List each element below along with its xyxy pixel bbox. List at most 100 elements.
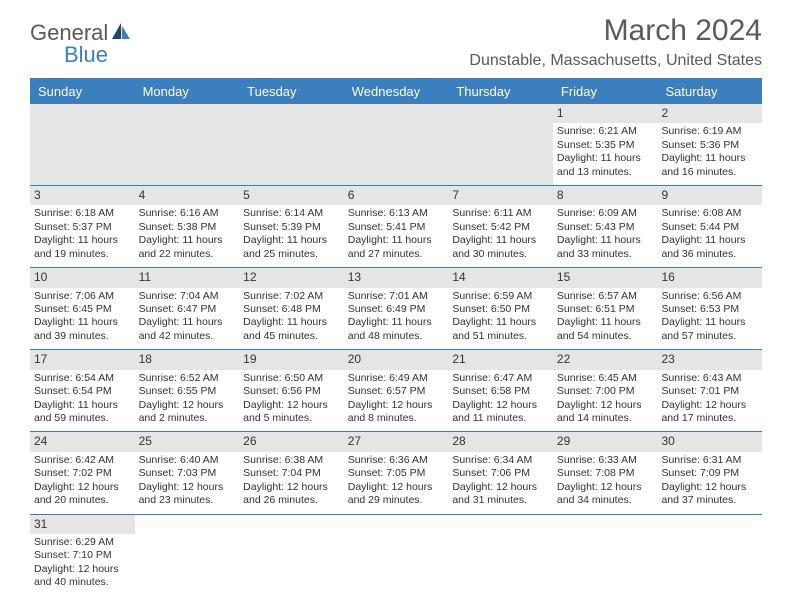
calendar-cell-empty	[135, 515, 240, 596]
day-number: 3	[30, 186, 135, 205]
sunrise-text: Sunrise: 6:45 AM	[557, 372, 654, 385]
calendar-cell: 16Sunrise: 6:56 AMSunset: 6:53 PMDayligh…	[657, 268, 762, 349]
day-number: 20	[344, 350, 449, 369]
day-number: 27	[344, 432, 449, 451]
calendar-cell: 19 Sunrise: 6:50 AMSunset: 6:56 PMDayligh…	[239, 350, 344, 431]
calendar-cell-empty	[239, 104, 344, 185]
daylight-text: Daylight: 11 hours and 25 minutes.	[243, 234, 340, 261]
calendar-row: 3Sunrise: 6:18 AMSunset: 5:37 PMDaylight…	[30, 186, 762, 268]
daylight-text: Daylight: 11 hours and 19 minutes.	[34, 234, 131, 261]
weekday-header: Friday	[553, 79, 658, 104]
day-number: 19	[239, 350, 344, 369]
day-number: 12	[239, 268, 344, 287]
day-number: 2	[657, 104, 762, 123]
day-number: 31	[30, 515, 135, 534]
daylight-text: Daylight: 11 hours and 54 minutes.	[557, 316, 654, 343]
day-number: 16	[657, 268, 762, 287]
month-title: March 2024	[469, 14, 762, 48]
calendar-cell-empty	[657, 515, 762, 596]
daylight-text: Daylight: 12 hours and 40 minutes.	[34, 563, 131, 590]
day-number: 9	[657, 186, 762, 205]
daylight-text: Daylight: 12 hours and 20 minutes.	[34, 481, 131, 508]
day-number: 6	[344, 186, 449, 205]
weekday-header: Thursday	[448, 79, 553, 104]
calendar-cell: 13Sunrise: 7:01 AMSunset: 6:49 PMDayligh…	[344, 268, 449, 349]
daylight-text: Daylight: 11 hours and 22 minutes.	[139, 234, 236, 261]
calendar-cell: 8Sunrise: 6:09 AMSunset: 5:43 PMDaylight…	[553, 186, 658, 267]
sunrise-text: Sunrise: 6:14 AM	[243, 207, 340, 220]
calendar-cell: 27Sunrise: 6:36 AMSunset: 7:05 PMDayligh…	[344, 432, 449, 513]
calendar-cell: 26Sunrise: 6:38 AMSunset: 7:04 PMDayligh…	[239, 432, 344, 513]
daylight-text: Daylight: 12 hours and 37 minutes.	[661, 481, 758, 508]
calendar-cell: 21Sunrise: 6:47 AMSunset: 6:58 PMDayligh…	[448, 350, 553, 431]
sunset-text: Sunset: 5:44 PM	[661, 221, 758, 234]
header-right: March 2024 Dunstable, Massachusetts, Uni…	[469, 14, 762, 70]
calendar-row: 17Sunrise: 6:54 AMSunset: 6:54 PMDayligh…	[30, 350, 762, 432]
calendar-cell: 18Sunrise: 6:52 AMSunset: 6:55 PMDayligh…	[135, 350, 240, 431]
logo-sail-icon	[110, 21, 132, 46]
calendar-cell: 4Sunrise: 6:16 AMSunset: 5:38 PMDaylight…	[135, 186, 240, 267]
day-number: 29	[553, 432, 658, 451]
calendar-cell-empty	[239, 515, 344, 596]
daylight-text: Daylight: 12 hours and 11 minutes.	[452, 399, 549, 426]
day-number: 1	[553, 104, 658, 123]
calendar-cell: 24Sunrise: 6:42 AMSunset: 7:02 PMDayligh…	[30, 432, 135, 513]
sunrise-text: Sunrise: 6:42 AM	[34, 454, 131, 467]
sunset-text: Sunset: 5:41 PM	[348, 221, 445, 234]
day-number: 21	[448, 350, 553, 369]
calendar-cell: 2Sunrise: 6:19 AMSunset: 5:36 PMDaylight…	[657, 104, 762, 185]
daylight-text: Daylight: 11 hours and 51 minutes.	[452, 316, 549, 343]
sunrise-text: Sunrise: 6:34 AM	[452, 454, 549, 467]
location-text: Dunstable, Massachusetts, United States	[469, 52, 762, 70]
day-number: 14	[448, 268, 553, 287]
sunrise-text: Sunrise: 6:56 AM	[661, 290, 758, 303]
daylight-text: Daylight: 12 hours and 14 minutes.	[557, 399, 654, 426]
calendar-row: 24Sunrise: 6:42 AMSunset: 7:02 PMDayligh…	[30, 432, 762, 514]
daylight-text: Daylight: 12 hours and 8 minutes.	[348, 399, 445, 426]
sunrise-text: Sunrise: 6:59 AM	[452, 290, 549, 303]
sunrise-text: Sunrise: 6:29 AM	[34, 536, 131, 549]
daylight-text: Daylight: 12 hours and 17 minutes.	[661, 399, 758, 426]
sunrise-text: Sunrise: 6:36 AM	[348, 454, 445, 467]
daylight-text: Daylight: 12 hours and 29 minutes.	[348, 481, 445, 508]
sunset-text: Sunset: 6:56 PM	[243, 385, 340, 398]
sunset-text: Sunset: 7:08 PM	[557, 467, 654, 480]
calendar-cell-empty	[344, 104, 449, 185]
sunset-text: Sunset: 6:50 PM	[452, 303, 549, 316]
calendar-cell: 11Sunrise: 7:04 AMSunset: 6:47 PMDayligh…	[135, 268, 240, 349]
sunset-text: Sunset: 6:54 PM	[34, 385, 131, 398]
weekday-header: Monday	[135, 79, 240, 104]
day-number: 15	[553, 268, 658, 287]
calendar-cell: 23Sunrise: 6:43 AMSunset: 7:01 PMDayligh…	[657, 350, 762, 431]
sunrise-text: Sunrise: 6:33 AM	[557, 454, 654, 467]
daylight-text: Daylight: 11 hours and 42 minutes.	[139, 316, 236, 343]
calendar-cell: 9Sunrise: 6:08 AMSunset: 5:44 PMDaylight…	[657, 186, 762, 267]
sunrise-text: Sunrise: 6:31 AM	[661, 454, 758, 467]
sunset-text: Sunset: 5:38 PM	[139, 221, 236, 234]
calendar-cell-empty	[553, 515, 658, 596]
sunset-text: Sunset: 5:36 PM	[661, 139, 758, 152]
calendar-cell: 10Sunrise: 7:06 AMSunset: 6:45 PMDayligh…	[30, 268, 135, 349]
calendar-cell: 17Sunrise: 6:54 AMSunset: 6:54 PMDayligh…	[30, 350, 135, 431]
daylight-text: Daylight: 11 hours and 33 minutes.	[557, 234, 654, 261]
sunset-text: Sunset: 6:49 PM	[348, 303, 445, 316]
calendar-cell-empty	[344, 515, 449, 596]
day-number: 10	[30, 268, 135, 287]
sunrise-text: Sunrise: 6:50 AM	[243, 372, 340, 385]
day-number: 7	[448, 186, 553, 205]
sunset-text: Sunset: 5:37 PM	[34, 221, 131, 234]
sunrise-text: Sunrise: 7:01 AM	[348, 290, 445, 303]
calendar-row: 1Sunrise: 6:21 AMSunset: 5:35 PMDaylight…	[30, 104, 762, 186]
sunrise-text: Sunrise: 7:02 AM	[243, 290, 340, 303]
daylight-text: Daylight: 12 hours and 5 minutes.	[243, 399, 340, 426]
calendar-cell: 31 Sunrise: 6:29 AMSunset: 7:10 PMDayligh…	[30, 515, 135, 596]
daylight-text: Daylight: 12 hours and 26 minutes.	[243, 481, 340, 508]
daylight-text: Daylight: 11 hours and 59 minutes.	[34, 399, 131, 426]
sunset-text: Sunset: 7:10 PM	[34, 549, 131, 562]
day-number: 26	[239, 432, 344, 451]
day-number: 11	[135, 268, 240, 287]
sunset-text: Sunset: 7:02 PM	[34, 467, 131, 480]
daylight-text: Daylight: 12 hours and 2 minutes.	[139, 399, 236, 426]
calendar-cell: 14 Sunrise: 6:59 AMSunset: 6:50 PMDayligh…	[448, 268, 553, 349]
sunset-text: Sunset: 7:06 PM	[452, 467, 549, 480]
